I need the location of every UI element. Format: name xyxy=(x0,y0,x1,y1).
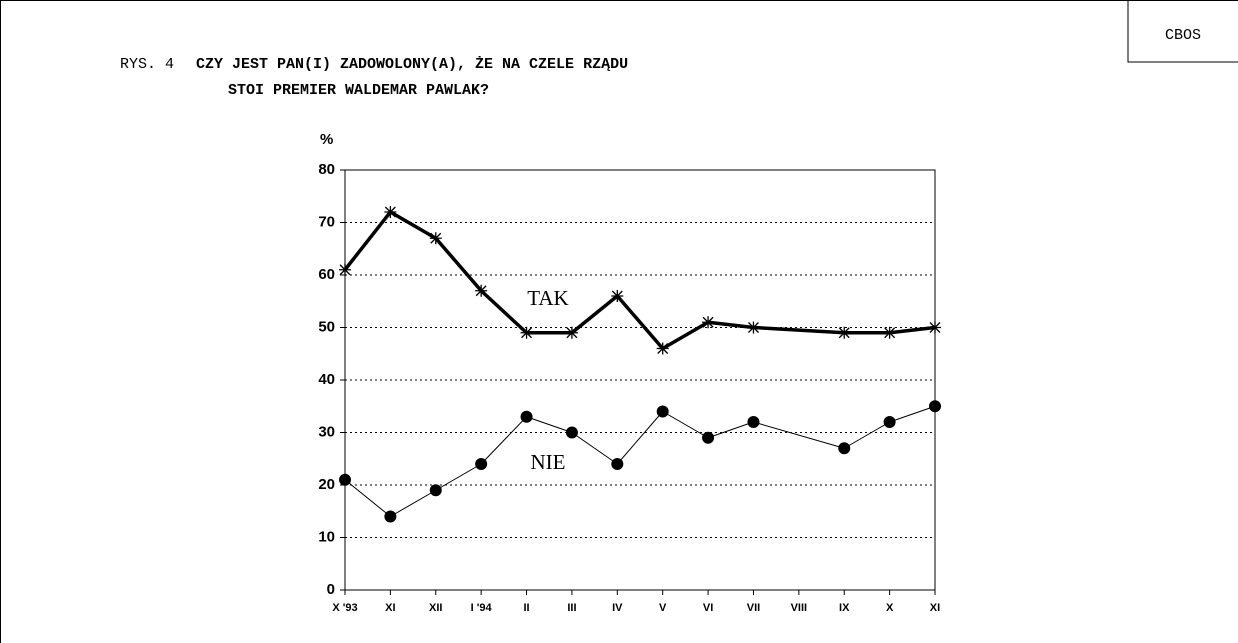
series-label: TAK xyxy=(527,286,568,310)
series-label: NIE xyxy=(531,450,566,474)
x-tick-label: X '93 xyxy=(332,602,357,614)
line-segment xyxy=(344,479,391,517)
x-tick-label: XII xyxy=(429,602,442,614)
marker xyxy=(702,431,715,444)
line-segment xyxy=(434,237,483,292)
line-segment xyxy=(526,416,573,433)
x-tick-label: IX xyxy=(839,602,850,614)
y-tick-label: 80 xyxy=(318,161,335,178)
line-segment xyxy=(570,294,619,335)
marker xyxy=(384,206,397,218)
x-tick-label: X xyxy=(886,602,894,614)
line-segment xyxy=(661,320,709,351)
title-line: STOI PREMIER WALDEMAR PAWLAK? xyxy=(228,82,489,99)
line-segment xyxy=(889,405,936,423)
marker xyxy=(838,442,851,455)
line-segment xyxy=(707,320,754,330)
marker xyxy=(656,342,669,355)
marker xyxy=(384,510,397,523)
marker xyxy=(520,326,533,339)
y-tick-label: 0 xyxy=(327,581,335,598)
x-tick-label: VI xyxy=(703,602,713,614)
line-segment xyxy=(753,325,845,335)
x-tick-label: V xyxy=(659,602,667,614)
y-label: % xyxy=(320,131,333,148)
figure-label: RYS. 4 xyxy=(120,56,174,73)
marker xyxy=(475,458,488,470)
plot-frame xyxy=(344,169,936,591)
line-segment xyxy=(616,411,664,465)
title-line: CZY JEST PAN(I) ZADOWOLONY(A), ŻE NA CZE… xyxy=(196,56,628,73)
line-segment xyxy=(571,432,618,465)
line-segment xyxy=(843,421,890,449)
line-segment xyxy=(343,210,392,271)
x-tick-label: IV xyxy=(612,602,623,614)
marker xyxy=(429,484,442,497)
marker xyxy=(611,290,624,302)
y-tick-label: 40 xyxy=(318,371,335,388)
marker xyxy=(929,321,941,334)
marker xyxy=(475,284,488,297)
marker xyxy=(611,458,624,470)
line-segment xyxy=(662,411,709,439)
x-tick-label: I '94 xyxy=(471,602,493,614)
marker xyxy=(565,326,578,339)
x-tick-label: II xyxy=(523,602,529,614)
marker xyxy=(883,326,896,339)
x-tick-label: VIII xyxy=(791,602,808,614)
x-tick-label: III xyxy=(567,602,576,614)
marker xyxy=(656,405,669,418)
y-tick-label: 70 xyxy=(318,213,335,230)
x-tick-label: VII xyxy=(747,602,760,614)
y-tick-label: 50 xyxy=(318,318,335,335)
badge-box xyxy=(1127,0,1238,63)
line-segment xyxy=(435,463,482,491)
line-segment xyxy=(480,416,527,465)
x-tick-label: XI xyxy=(930,602,940,614)
line-segment xyxy=(389,210,437,240)
line-segment xyxy=(707,421,754,439)
marker xyxy=(520,410,533,423)
line-segment xyxy=(479,289,528,335)
line-segment xyxy=(615,294,665,350)
line-segment xyxy=(390,489,437,517)
x-tick-label: XI xyxy=(385,602,395,614)
badge: CBOS xyxy=(1165,27,1201,44)
marker xyxy=(339,263,351,276)
y-tick-label: 60 xyxy=(318,266,335,283)
y-tick-label: 20 xyxy=(318,476,335,493)
marker xyxy=(929,400,941,413)
line-segment xyxy=(753,421,845,449)
marker xyxy=(883,416,896,428)
y-tick-label: 10 xyxy=(318,528,335,545)
marker xyxy=(565,426,578,439)
marker xyxy=(747,321,760,334)
marker xyxy=(702,316,715,329)
y-tick-label: 30 xyxy=(318,423,335,440)
line-segment xyxy=(889,325,936,335)
marker xyxy=(747,416,760,428)
marker xyxy=(429,232,442,245)
marker xyxy=(838,326,851,339)
marker xyxy=(339,473,351,486)
